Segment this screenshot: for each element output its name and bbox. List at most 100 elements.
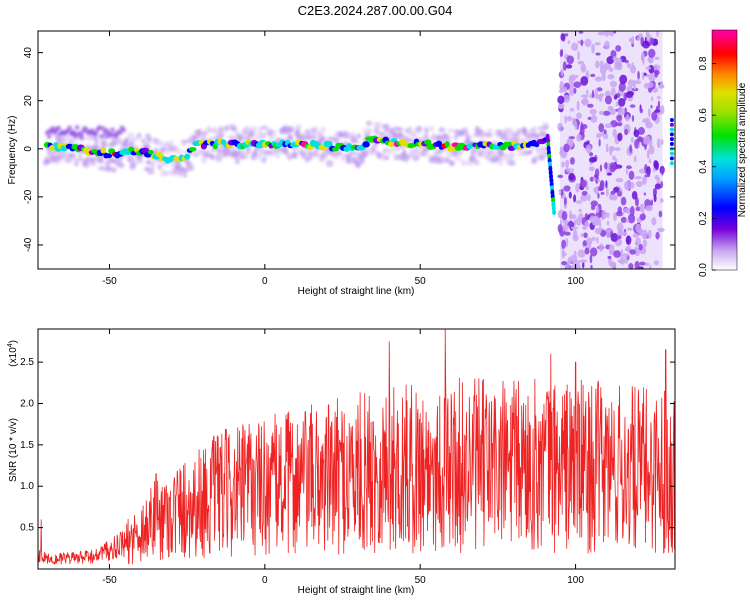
spectrogram-noise-cell <box>599 180 605 187</box>
spectrogram-halo-cell <box>108 132 114 138</box>
spectrogram-halo-cell <box>497 151 505 157</box>
spectrogram-cell <box>669 161 674 166</box>
spectrogram-noise-cell <box>563 204 567 209</box>
spectrogram-halo-cell <box>504 133 512 139</box>
spectrogram-noise-cell <box>612 129 617 138</box>
spectrogram-halo-cell <box>171 145 178 153</box>
spectrogram-cell <box>147 149 154 155</box>
spectrogram-noise-cell <box>565 165 569 173</box>
spectrogram-noise-cell <box>577 60 585 65</box>
spectrogram-noise-cell <box>602 110 611 116</box>
spectrogram-noise-cell <box>593 187 597 193</box>
spectrogram-noise-cell <box>606 56 615 65</box>
snr-multiplier: (x104) <box>7 340 19 367</box>
spectrogram-noise-cell <box>601 72 606 82</box>
spectrogram-halo-cell <box>509 150 516 158</box>
spectrogram-noise-cell <box>610 87 616 97</box>
spectrogram-noise-cell <box>564 115 568 124</box>
spectrogram-noise-cell <box>573 263 581 269</box>
spectrogram-noise-cell <box>630 136 634 144</box>
spectrogram-halo-cell <box>446 135 453 142</box>
spectrogram-noise-cell <box>609 80 618 88</box>
spectrogram-noise-cell <box>617 97 626 107</box>
spectrogram-noise-cell <box>597 192 600 199</box>
spectrogram-halo-cell <box>410 131 417 138</box>
spectrogram-noise-cell <box>628 263 634 269</box>
spectrogram-halo-cell <box>535 133 541 141</box>
spectrogram-halo-cell <box>417 128 422 135</box>
spectrogram-noise-cell <box>606 220 610 226</box>
spectrogram-noise-cell <box>598 123 605 133</box>
spectrogram-halo-cell <box>202 130 207 138</box>
spectrogram-halo-cell <box>269 135 275 141</box>
spectrogram-noise-cell <box>580 179 587 188</box>
spectrogram-noise-cell <box>642 239 648 248</box>
spectrogram-noise-cell <box>564 33 569 37</box>
spectrogram-noise-cell <box>599 164 603 172</box>
spectrogram-noise-cell <box>567 40 571 45</box>
spectrogram-halo-cell <box>69 152 77 159</box>
spectrogram-halo-cell <box>423 126 429 134</box>
spectrogram-halo-cell <box>263 152 269 161</box>
spectrogram-noise-cell <box>570 81 575 88</box>
spectrogram-noise-cell <box>589 176 594 182</box>
spectrogram-noise-cell <box>584 247 590 255</box>
spectrogram-noise-cell <box>637 144 641 148</box>
spectrogram-cell <box>128 146 135 153</box>
spectrogram-halo-cell <box>284 148 289 156</box>
spectrogram-halo-cell <box>375 152 384 157</box>
spectrogram-halo-cell <box>485 132 493 138</box>
spectrogram-noise-cell <box>615 45 622 52</box>
snr-y-tick-label: 2.0 <box>20 398 34 409</box>
spectrogram-noise-cell <box>636 136 643 143</box>
spectrogram-halo-cell <box>72 133 78 139</box>
spectrogram-noise-cell <box>576 133 582 142</box>
spectrogram-halo-cell <box>218 126 225 133</box>
spectrogram-halo-cell <box>423 133 429 139</box>
spectrogram-halo-cell <box>137 158 145 165</box>
spectrogram-noise-cell <box>594 227 602 235</box>
spectrogram-noise-cell <box>620 196 627 206</box>
spectrogram-cell <box>669 122 674 127</box>
spectrogram-halo-cell <box>376 125 381 131</box>
spectrogram-noise-cell <box>657 227 665 233</box>
spectrogram-noise-cell <box>619 231 628 236</box>
spectrogram-noise-cell <box>561 249 565 259</box>
spectrogram-noise-cell <box>656 31 659 38</box>
spectrogram-noise-cell <box>644 174 651 178</box>
spectrogram-noise-cell <box>561 161 565 168</box>
spectrogram-noise-cell <box>593 177 597 181</box>
spectrogram-noise-cell <box>626 85 633 93</box>
spectrogram-x-tick-label: 100 <box>567 276 584 287</box>
spectrogram-panel: -50 0 50 100 -40 -20 0 20 40 Height of straight … <box>7 30 676 297</box>
spectrogram-noise-cell <box>656 138 661 149</box>
spectrogram-noise-cell <box>624 180 631 191</box>
spectrogram-noise-cell <box>627 79 636 87</box>
spectrogram-noise-cell <box>653 160 659 169</box>
spectrogram-noise-cell <box>639 108 643 114</box>
spectrogram-noise-cell <box>570 226 579 230</box>
spectrogram-halo-cell <box>261 125 268 130</box>
spectrogram-halo-cell <box>465 133 471 139</box>
spectrogram-noise-cell <box>620 216 627 224</box>
spectrogram-noise-cell <box>617 132 623 142</box>
spectrogram-halo-cell <box>242 153 249 159</box>
spectrogram-noise-cell <box>590 114 598 123</box>
spectrogram-noise-cell <box>617 107 626 116</box>
spectrogram-noise-cell <box>642 56 645 66</box>
spectrogram-halo-cell <box>231 127 238 132</box>
spectrogram-noise-cell <box>595 52 601 56</box>
spectrogram-noise-cell <box>646 149 650 160</box>
spectrogram-noise-cell <box>595 185 599 195</box>
spectrogram-noise-cell <box>594 42 601 46</box>
spectrogram-noise-cell <box>578 208 582 213</box>
spectrogram-halo-cell <box>287 154 292 161</box>
spectrogram-noise-cell <box>643 135 651 146</box>
spectrogram-cell <box>669 127 674 132</box>
spectrogram-noise-cell <box>580 63 587 73</box>
spectrogram-noise-cell <box>625 167 629 176</box>
spectrogram-noise-cell <box>591 89 595 99</box>
spectrogram-halo-cell <box>67 125 73 131</box>
snr-multiplier-exp: 4 <box>7 343 14 347</box>
spectrogram-halo-cell <box>359 158 366 164</box>
